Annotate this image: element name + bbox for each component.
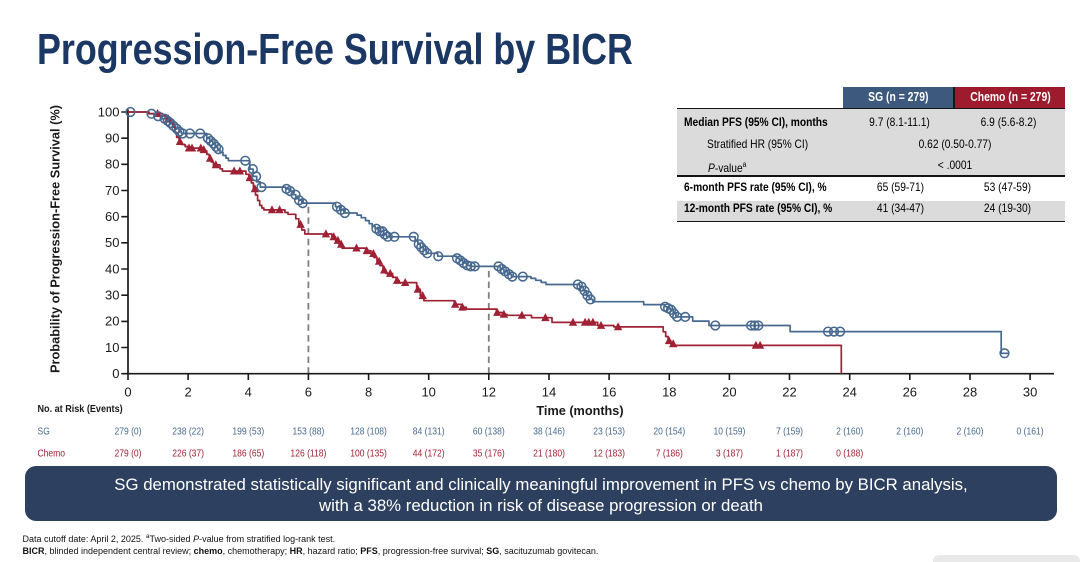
svg-text:3 (187): 3 (187) xyxy=(716,448,743,459)
svg-text:22: 22 xyxy=(782,385,796,400)
svg-text:28: 28 xyxy=(963,385,977,400)
svg-text:20 (154): 20 (154) xyxy=(653,426,685,437)
svg-text:226 (37): 226 (37) xyxy=(172,448,204,459)
svg-text:20: 20 xyxy=(105,314,119,329)
svg-text:50: 50 xyxy=(105,235,119,250)
svg-text:100 (135): 100 (135) xyxy=(350,448,387,459)
svg-text:186 (65): 186 (65) xyxy=(232,448,264,459)
svg-text:2 (160): 2 (160) xyxy=(896,426,923,437)
svg-text:90: 90 xyxy=(105,131,119,146)
svg-text:1 (187): 1 (187) xyxy=(776,448,803,459)
svg-text:0: 0 xyxy=(124,385,131,400)
svg-text:2 (160): 2 (160) xyxy=(836,426,863,437)
svg-text:279 (0): 279 (0) xyxy=(114,426,141,437)
svg-text:23 (153): 23 (153) xyxy=(593,426,625,437)
svg-text:21 (180): 21 (180) xyxy=(533,448,565,459)
svg-text:16: 16 xyxy=(602,385,616,400)
svg-text:Chemo: Chemo xyxy=(38,448,66,459)
svg-text:0 (188): 0 (188) xyxy=(836,448,863,459)
svg-text:30: 30 xyxy=(105,288,119,303)
svg-text:238 (22): 238 (22) xyxy=(172,426,204,437)
svg-text:6: 6 xyxy=(305,385,312,400)
svg-text:4: 4 xyxy=(245,385,252,400)
svg-text:20: 20 xyxy=(722,385,736,400)
svg-text:60 (138): 60 (138) xyxy=(473,426,505,437)
svg-text:14: 14 xyxy=(542,385,556,400)
svg-text:38 (146): 38 (146) xyxy=(533,426,565,437)
svg-text:12 (183): 12 (183) xyxy=(593,448,625,459)
svg-text:12: 12 xyxy=(482,385,496,400)
svg-text:60: 60 xyxy=(105,209,119,224)
svg-text:44 (172): 44 (172) xyxy=(413,448,445,459)
svg-text:26: 26 xyxy=(903,385,917,400)
svg-text:7 (186): 7 (186) xyxy=(656,448,683,459)
svg-text:Probability of Progression-Fre: Probability of Progression-Free Survival… xyxy=(48,105,63,373)
svg-text:80: 80 xyxy=(105,157,119,172)
svg-text:84 (131): 84 (131) xyxy=(413,426,445,437)
svg-text:128 (108): 128 (108) xyxy=(350,426,387,437)
svg-text:126 (118): 126 (118) xyxy=(290,448,326,459)
svg-text:7 (159): 7 (159) xyxy=(776,426,803,437)
svg-text:8: 8 xyxy=(365,385,372,400)
svg-text:0: 0 xyxy=(112,366,119,381)
svg-text:35 (176): 35 (176) xyxy=(473,448,505,459)
svg-text:10: 10 xyxy=(421,385,435,400)
svg-text:Time (months): Time (months) xyxy=(536,404,623,418)
svg-text:100: 100 xyxy=(98,104,120,119)
svg-text:2: 2 xyxy=(184,385,191,400)
svg-text:SG: SG xyxy=(38,426,50,437)
svg-text:No. at Risk (Events): No. at Risk (Events) xyxy=(38,403,123,415)
svg-text:40: 40 xyxy=(105,261,119,276)
svg-text:0 (161): 0 (161) xyxy=(1017,426,1044,437)
svg-text:153 (88): 153 (88) xyxy=(292,426,324,437)
svg-text:10 (159): 10 (159) xyxy=(713,426,745,437)
svg-text:18: 18 xyxy=(662,385,676,400)
svg-text:279 (0): 279 (0) xyxy=(114,448,141,459)
svg-text:10: 10 xyxy=(105,340,119,355)
svg-text:199 (53): 199 (53) xyxy=(232,426,264,437)
svg-text:24: 24 xyxy=(842,385,856,400)
svg-text:70: 70 xyxy=(105,183,119,198)
svg-text:30: 30 xyxy=(1023,385,1037,400)
svg-text:2 (160): 2 (160) xyxy=(956,426,983,437)
